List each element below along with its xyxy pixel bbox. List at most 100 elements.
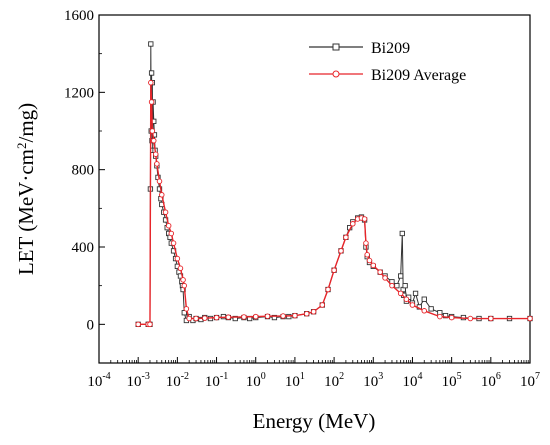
data-point-bi209 (394, 283, 400, 289)
legend-label-bi209-average: Bi209 Average (371, 67, 466, 84)
data-point-bi209-average (527, 315, 533, 322)
data-point-bi209 (421, 296, 427, 302)
x-tick-label: 103 (363, 371, 383, 390)
data-point-bi209-average (319, 302, 326, 308)
x-tick-label: 101 (285, 371, 305, 390)
y-axis-title: LET (MeV·cm2/mg) (14, 103, 39, 275)
data-point-bi209 (232, 315, 238, 322)
series-bi209 (135, 41, 533, 327)
data-point-bi209-average (252, 313, 259, 320)
data-point-bi209 (412, 290, 419, 297)
data-point-bi209-average (181, 282, 188, 289)
y-axis-ticks: 0 400 800 1200 1600 (64, 8, 105, 364)
data-point-bi209-average (366, 257, 373, 264)
data-point-bi209-average (488, 315, 494, 322)
data-point-bi209-average (159, 192, 165, 198)
x-tick-label: 107 (520, 371, 540, 390)
data-point-bi209-average (151, 137, 157, 144)
data-point-bi209-average (338, 248, 344, 254)
data-point-bi209 (156, 186, 163, 192)
data-point-bi209 (148, 70, 155, 76)
data-point-bi209-average (448, 314, 455, 321)
data-point-bi209-average (467, 315, 474, 322)
x-tick-label: 10-1 (205, 371, 228, 390)
data-point-bi209-average (156, 178, 163, 185)
data-point-bi209 (398, 273, 404, 279)
data-point-bi209-average (363, 240, 369, 246)
data-point-bi209-average (183, 306, 190, 312)
data-point-bi209 (148, 41, 154, 47)
data-point-bi209 (402, 283, 408, 289)
data-point-bi209-average (364, 251, 370, 258)
data-point-bi209-average (241, 314, 247, 320)
data-point-bi209 (271, 314, 278, 321)
data-point-bi209-average (162, 209, 169, 215)
data-point-bi209-average (421, 308, 427, 314)
series-bi209-average (135, 79, 533, 328)
data-point-bi209-average (180, 277, 186, 283)
y-axis-title-main: LET (MeV·cm (14, 149, 38, 275)
data-point-bi209-average (174, 255, 181, 262)
data-point-bi209-average (186, 315, 192, 322)
data-point-bi209-average (213, 314, 220, 321)
data-point-bi209-average (325, 286, 331, 293)
data-point-bi209-average (331, 267, 337, 273)
data-point-bi209-average (292, 312, 298, 319)
series-layer (135, 41, 533, 328)
y-tick-label: 1200 (64, 85, 94, 101)
data-point-bi209-average (382, 275, 388, 281)
y-tick-label: 1600 (64, 8, 94, 24)
data-point-bi209-average (193, 315, 199, 322)
data-point-bi209-average (409, 302, 416, 308)
data-point-bi209-average (389, 282, 395, 289)
x-tick-label: 102 (324, 371, 344, 390)
data-point-bi209-average (264, 313, 271, 319)
data-point-bi209-average (310, 309, 317, 315)
data-point-bi209-average (154, 161, 160, 167)
data-point-bi209-average (280, 313, 286, 319)
data-point-bi209 (428, 306, 434, 312)
x-tick-label: 105 (442, 371, 462, 390)
data-point-bi209-average (148, 99, 155, 105)
data-point-bi209-average (403, 296, 410, 302)
data-point-bi209-average (168, 230, 175, 237)
x-axis-title: Energy (MeV) (253, 409, 376, 433)
data-point-bi209-average (350, 221, 356, 227)
data-point-bi209-average (361, 216, 368, 222)
data-point-bi209-average (397, 290, 404, 297)
x-tick-label: 10-3 (127, 371, 150, 390)
data-point-bi209 (286, 313, 292, 320)
x-tick-label: 100 (246, 371, 266, 390)
legend-marker-bi209 (332, 43, 340, 51)
legend-marker-bi209-average (332, 70, 340, 78)
data-point-bi209-average (202, 315, 208, 321)
x-tick-label: 104 (402, 371, 422, 390)
data-point-bi209-average (170, 240, 177, 246)
x-tick-label: 106 (481, 371, 501, 390)
x-tick-label: 10-2 (166, 371, 189, 390)
data-point-bi209-average (370, 262, 377, 269)
data-point-bi209-average (343, 234, 349, 241)
plot-frame (98, 14, 531, 364)
data-point-bi209-average (135, 321, 141, 328)
y-tick-label: 400 (72, 240, 95, 256)
y-tick-label: 800 (72, 163, 95, 179)
data-point-bi209-average (437, 313, 443, 320)
data-point-bi209-average (225, 314, 232, 320)
data-point-bi209-average (148, 79, 154, 86)
data-point-bi209 (442, 312, 449, 319)
data-point-bi209-average (152, 151, 159, 157)
data-point-bi209-average (165, 222, 172, 229)
legend-label-bi209: Bi209 (371, 40, 410, 57)
data-point-bi209-average (177, 265, 184, 272)
y-tick-label: 0 (87, 317, 95, 333)
series-line-bi209-average (138, 82, 530, 326)
x-tick-label: 10-4 (87, 371, 110, 390)
data-point-bi209-average (377, 269, 383, 275)
data-point-bi209-average (303, 310, 310, 317)
data-point-bi209 (399, 230, 405, 237)
x-axis-ticks: 10-4 10-3 10-2 10-1 100 101 102 103 104 105 106 107 (87, 357, 540, 390)
series-line-bi209 (138, 43, 530, 325)
y-axis-title-sup: 2 (14, 143, 29, 150)
